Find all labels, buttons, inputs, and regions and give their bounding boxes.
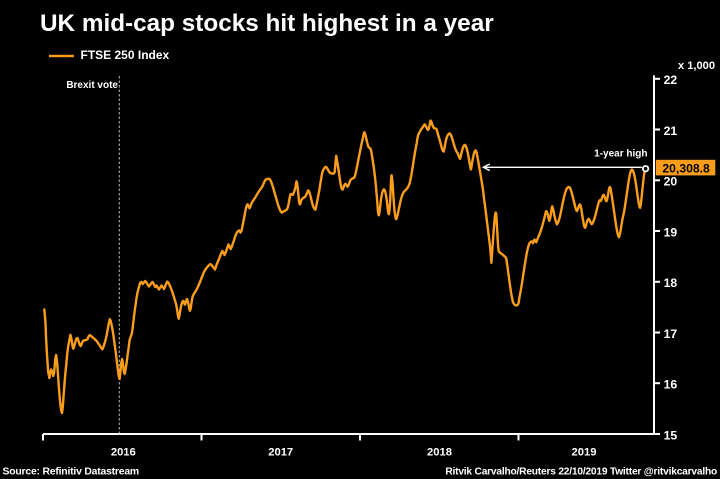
svg-text:Ritvik Carvalho/Reuters 22/10/: Ritvik Carvalho/Reuters 22/10/2019 Twitt… [445,467,717,478]
svg-text:15: 15 [664,428,678,442]
svg-text:18: 18 [664,276,678,290]
svg-text:Brexit vote: Brexit vote [66,80,118,91]
svg-text:2019: 2019 [572,447,597,459]
svg-text:Source: Refinitiv Datastream: Source: Refinitiv Datastream [3,467,139,478]
svg-text:1-year high: 1-year high [594,149,647,160]
svg-text:20: 20 [664,175,678,189]
svg-text:x 1,000: x 1,000 [678,60,715,72]
svg-text:2017: 2017 [268,447,293,459]
svg-text:17: 17 [664,327,678,341]
svg-text:22: 22 [664,73,678,87]
svg-text:21: 21 [664,124,678,138]
svg-text:20,308.8: 20,308.8 [662,162,710,176]
svg-text:2016: 2016 [111,447,136,459]
svg-text:UK mid-cap stocks hit highest: UK mid-cap stocks hit highest in a year [40,10,494,37]
svg-text:FTSE 250 Index: FTSE 250 Index [81,48,170,62]
svg-text:19: 19 [664,225,678,239]
svg-text:16: 16 [664,378,678,392]
svg-text:2018: 2018 [427,447,452,459]
